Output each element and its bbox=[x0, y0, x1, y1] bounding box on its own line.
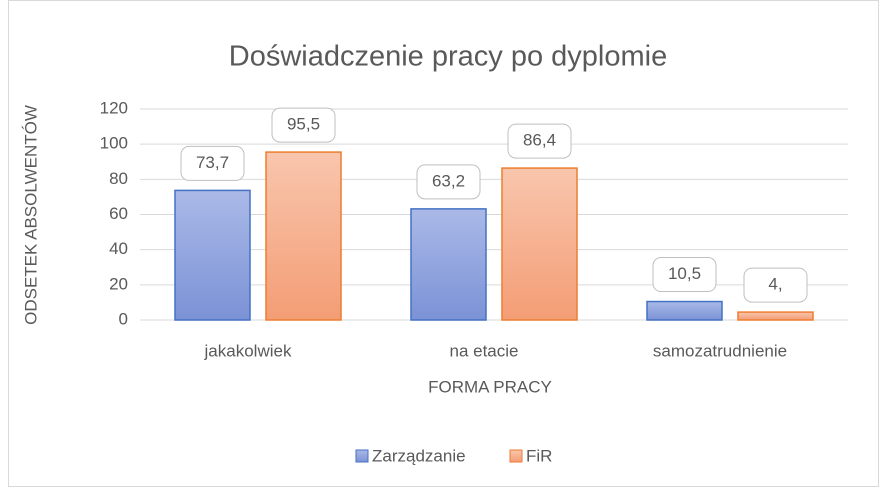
data-label-box bbox=[416, 164, 481, 200]
data-label-box bbox=[652, 257, 717, 293]
data-label: 86,4 bbox=[523, 131, 556, 150]
data-label: 73,7 bbox=[196, 153, 229, 172]
y-tick-label: 80 bbox=[109, 169, 128, 188]
data-label: 95,5 bbox=[287, 115, 320, 134]
legend-swatch bbox=[355, 449, 369, 463]
y-tick-label: 120 bbox=[100, 98, 128, 117]
data-label-box bbox=[507, 123, 572, 159]
data-label-box bbox=[271, 107, 336, 143]
y-tick-label: 40 bbox=[109, 239, 128, 258]
y-tick-label: 20 bbox=[109, 274, 128, 293]
data-label-box bbox=[180, 145, 245, 181]
x-tick-label: na etacie bbox=[450, 341, 519, 360]
data-label: 4, bbox=[768, 275, 782, 294]
data-label: 63,2 bbox=[432, 171, 465, 190]
legend-swatch bbox=[509, 449, 523, 463]
y-tick-label: 60 bbox=[109, 204, 128, 223]
bar bbox=[410, 208, 487, 321]
bar bbox=[737, 311, 814, 321]
bar bbox=[501, 167, 578, 321]
data-label: 10,5 bbox=[668, 264, 701, 283]
legend-label: FiR bbox=[526, 446, 552, 465]
data-label-box bbox=[743, 267, 808, 303]
bar bbox=[174, 189, 251, 321]
x-axis-title: FORMA PRACY bbox=[428, 377, 552, 396]
y-tick-label: 100 bbox=[100, 134, 128, 153]
y-axis-title: ODSETEK ABSOLWENTÓW bbox=[21, 105, 40, 325]
y-tick-label: 0 bbox=[119, 309, 128, 328]
bar bbox=[646, 300, 723, 321]
x-tick-label: samozatrudnienie bbox=[653, 341, 787, 360]
legend-label: Zarządzanie bbox=[372, 446, 466, 465]
bar bbox=[265, 151, 342, 321]
chart-title: Doświadczenie pracy po dyplomie bbox=[229, 41, 667, 73]
x-tick-label: jakakolwiek bbox=[204, 341, 292, 360]
